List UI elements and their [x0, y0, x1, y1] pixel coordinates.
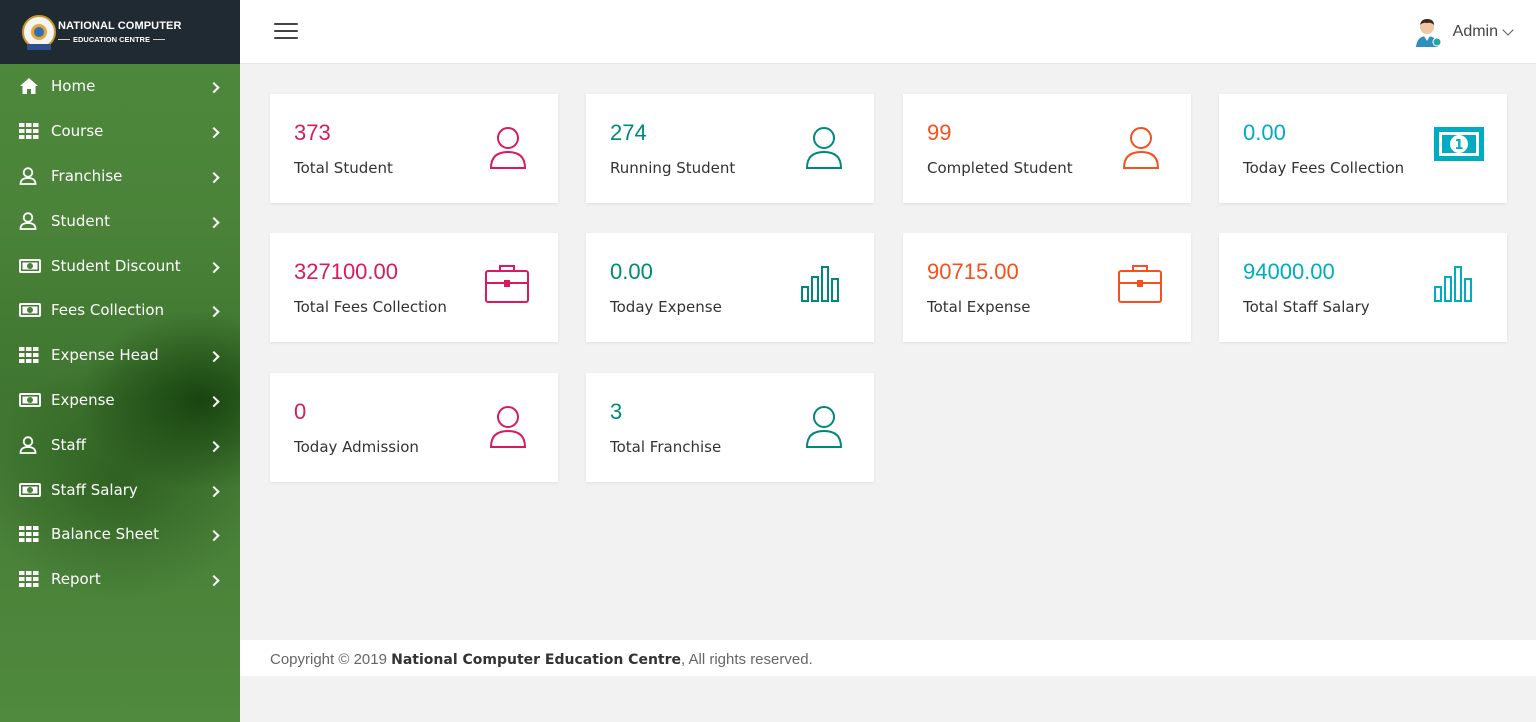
- stat-label: Completed Student: [927, 159, 1073, 177]
- sidebar-item-label: Student Discount: [51, 256, 181, 275]
- user-icon: [19, 436, 41, 454]
- user-menu[interactable]: Admin: [1413, 14, 1514, 50]
- stat-value: 3: [610, 399, 623, 424]
- stat-card-today-fees-collection[interactable]: 0.00 Today Fees Collection 1: [1219, 94, 1507, 203]
- sidebar-item-label: Balance Sheet: [51, 525, 159, 544]
- sidebar-item-expense-head[interactable]: Expense Head: [0, 333, 240, 378]
- stat-label: Total Franchise: [610, 438, 722, 456]
- user-icon: [484, 124, 532, 172]
- sidebar-item-label: Student: [51, 211, 111, 230]
- brand-subtitle: EDUCATION CENTRE: [73, 34, 150, 44]
- sidebar-item-label: Course: [51, 122, 104, 141]
- money-icon: [19, 257, 41, 275]
- stat-value: 94000.00: [1243, 259, 1335, 284]
- sidebar-item-label: Franchise: [51, 166, 123, 185]
- sidebar-item-student[interactable]: Student: [0, 198, 240, 243]
- stat-label: Today Fees Collection: [1243, 159, 1405, 177]
- stat-card-total-expense[interactable]: 90715.00 Total Expense: [903, 233, 1191, 342]
- sidebar-menu: Home Course Franchise Student Student Discou…: [0, 64, 240, 602]
- stat-card-total-staff-salary[interactable]: 94000.00 Total Staff Salary: [1219, 233, 1507, 342]
- stat-label: Total Staff Salary: [1243, 298, 1370, 316]
- footer: Copyright © 2019 National Computer Educa…: [240, 640, 1536, 676]
- sidebar-item-fees-collection[interactable]: Fees Collection: [0, 288, 240, 333]
- stat-label: Total Expense: [927, 298, 1031, 316]
- sidebar-item-course[interactable]: Course: [0, 109, 240, 154]
- user-icon: [800, 124, 848, 172]
- user-icon: [19, 212, 41, 230]
- stat-label: Total Student: [294, 159, 393, 177]
- bar-chart-icon: [1433, 263, 1481, 311]
- stat-value: 99: [927, 120, 952, 145]
- grid-icon: [19, 570, 41, 588]
- user-icon: [1117, 124, 1165, 172]
- stat-card-completed-student[interactable]: 99 Completed Student: [903, 94, 1191, 203]
- money-icon: [19, 481, 41, 499]
- user-icon: [484, 403, 532, 451]
- stat-value: 373: [294, 120, 331, 145]
- copyright-text: Copyright © 2019 National Computer Educa…: [270, 651, 813, 668]
- stat-value: 0.00: [1243, 120, 1286, 145]
- stat-value: 0: [294, 399, 307, 424]
- grid-icon: [19, 525, 41, 543]
- sidebar-item-label: Staff: [51, 435, 86, 454]
- stat-value: 90715.00: [927, 259, 1019, 284]
- stat-label: Today Expense: [610, 298, 722, 316]
- sidebar-item-balance-sheet[interactable]: Balance Sheet: [0, 512, 240, 557]
- stat-card-today-admission[interactable]: 0 Today Admission: [270, 373, 558, 482]
- sidebar-item-staff-salary[interactable]: Staff Salary: [0, 467, 240, 512]
- brand-title: NATIONAL COMPUTER: [58, 19, 182, 32]
- sidebar-item-label: Report: [51, 570, 101, 589]
- sidebar-item-label: Expense: [51, 390, 115, 409]
- stat-card-running-student[interactable]: 274 Running Student: [586, 94, 874, 203]
- briefcase-icon: [484, 263, 532, 311]
- user-name: Admin: [1452, 23, 1498, 40]
- money-icon: [19, 391, 41, 409]
- money-icon: 1: [1433, 124, 1484, 172]
- stat-card-total-student[interactable]: 373 Total Student: [270, 94, 558, 203]
- chevron-down-icon: [1502, 24, 1514, 36]
- sidebar-item-expense[interactable]: Expense: [0, 378, 240, 423]
- sidebar-item-student-discount[interactable]: Student Discount: [0, 243, 240, 288]
- grid-icon: [19, 122, 41, 140]
- org-name: National Computer Education Centre: [391, 652, 681, 668]
- user-icon: [800, 403, 848, 451]
- grid-icon: [19, 346, 41, 364]
- top-header: Admin: [240, 0, 1536, 64]
- stat-card-total-fees-collection[interactable]: 327100.00 Total Fees Collection: [270, 233, 558, 342]
- svg-text:1: 1: [1454, 138, 1463, 153]
- sidebar-item-home[interactable]: Home: [0, 64, 240, 109]
- sidebar-item-label: Expense Head: [51, 346, 159, 365]
- stat-value: 0.00: [610, 259, 653, 284]
- sidebar: NATIONAL COMPUTER EDUCATION CENTRE Home C…: [0, 0, 240, 722]
- avatar: [1413, 17, 1443, 47]
- sidebar-item-staff[interactable]: Staff: [0, 422, 240, 467]
- menu-toggle-icon[interactable]: [274, 23, 298, 41]
- home-icon: [19, 77, 41, 95]
- sidebar-item-franchise[interactable]: Franchise: [0, 154, 240, 199]
- stat-value: 274: [610, 120, 647, 145]
- logo-icon: [22, 15, 56, 50]
- stat-card-today-expense[interactable]: 0.00 Today Expense: [586, 233, 874, 342]
- money-icon: [19, 301, 41, 319]
- sidebar-item-label: Home: [51, 77, 96, 96]
- sidebar-item-label: Staff Salary: [51, 480, 138, 499]
- briefcase-icon: [1117, 263, 1165, 311]
- bar-chart-icon: [800, 263, 848, 311]
- stat-label: Total Fees Collection: [294, 298, 447, 316]
- sidebar-item-label: Fees Collection: [51, 301, 165, 320]
- stat-label: Running Student: [610, 159, 736, 177]
- stat-label: Today Admission: [294, 438, 419, 456]
- stat-card-total-franchise[interactable]: 3 Total Franchise: [586, 373, 874, 482]
- user-icon: [19, 167, 41, 185]
- brand[interactable]: NATIONAL COMPUTER EDUCATION CENTRE: [0, 0, 240, 64]
- stat-value: 327100.00: [294, 259, 398, 284]
- sidebar-item-report[interactable]: Report: [0, 557, 240, 602]
